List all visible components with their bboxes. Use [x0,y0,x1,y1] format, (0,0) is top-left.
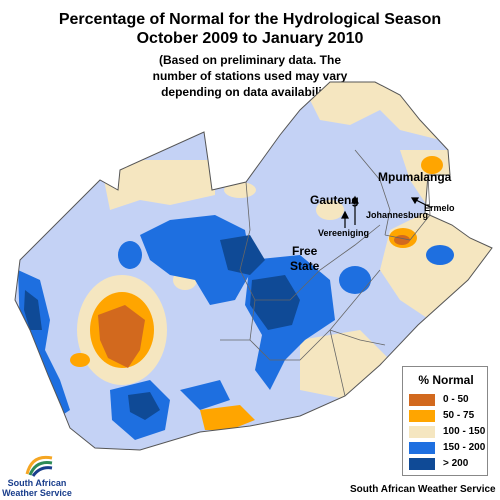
arrowhead-vereeniging [341,210,349,219]
legend-label-over-200: > 200 [443,458,469,469]
label-mpumalanga: Mpumalanga [378,170,452,184]
very-wet-region-southwest [128,392,160,420]
near-normal-region-north [100,160,215,210]
title-line-2: October 2009 to January 2010 [136,30,364,47]
very-wet-region-west-coast [24,290,42,330]
legend-item-100-150: 100 - 150 [409,425,489,439]
saws-logo: South African Weather Service [2,448,72,498]
dry-region-south-coast [200,405,255,430]
legend-swatch-100-150 [409,426,435,438]
label-free-state-line-2: State [290,259,320,273]
wet-region-central-west [140,215,252,305]
boundary-north-west [239,181,381,301]
subtitle-line-2: number of stations used may vary [152,69,348,83]
boundary-lesotho [329,329,386,346]
legend-item-50-75: 50 - 75 [409,409,489,423]
province-boundaries [220,149,431,397]
legend-item-0-50: 0 - 50 [409,393,489,407]
very-wet-region-north [220,235,265,275]
legend-item-150-200: 150 - 200 [409,441,489,455]
title-line-1: Percentage of Normal for the Hydrologica… [58,11,442,28]
logo-swirl-icon [25,455,53,477]
legend: % Normal 0 - 50 50 - 75 100 - 150 150 - … [402,366,488,476]
legend-swatch-150-200 [409,442,435,454]
boundary-gauteng [354,149,391,236]
wet-region-south [180,380,230,410]
legend-label-0-50: 0 - 50 [443,394,469,405]
dry-spot-west [70,353,90,367]
legend-title: % Normal [418,373,474,387]
label-free-state-line-1: Free [292,244,318,258]
boundary-mpumalanga [384,174,431,241]
country-outline [14,81,493,451]
logo-text-line-2: Weather Service [2,488,72,498]
legend-swatch-0-50 [409,394,435,406]
dry-region-mpumalanga [421,156,443,174]
legend-swatch-50-75 [409,410,435,422]
arrowhead-johannesburg [351,195,359,204]
very-wet-region-free-state [250,275,300,330]
legend-label-150-200: 150 - 200 [443,442,486,453]
logo-text: South African Weather Service [2,478,72,498]
label-ermelo: Ermelo [424,203,455,213]
map-title: Percentage of Normal for the Hydrologica… [0,10,500,48]
wet-spot-west [118,241,142,269]
wet-spot-central [339,266,371,294]
subtitle-line-1: (Based on preliminary data. The [158,53,342,67]
label-gauteng: Gauteng [310,193,359,207]
legend-label-50-75: 50 - 75 [443,410,475,421]
credit-text: South African Weather Service [350,484,496,495]
map-subtitle: (Based on preliminary data. The number o… [130,52,370,100]
legend-item-over-200: > 200 [409,457,489,471]
near-normal-spot-3 [224,182,256,198]
label-johannesburg: Johannesburg [366,210,428,220]
boundary-eastern-cape [329,329,346,397]
arrowhead-ermelo [410,197,420,205]
very-dry-spot-east [394,235,410,245]
very-dry-region-west [98,305,145,368]
logo-text-line-1: South African [7,478,67,488]
legend-label-100-150: 100 - 150 [443,426,486,437]
subtitle-line-3: depending on data availability.) [161,85,339,99]
legend-swatch-over-200 [409,458,435,470]
near-normal-spot-2 [316,200,344,220]
label-vereeniging: Vereeniging [318,228,369,238]
wet-spot-east [426,245,454,265]
place-arrows [341,195,433,228]
